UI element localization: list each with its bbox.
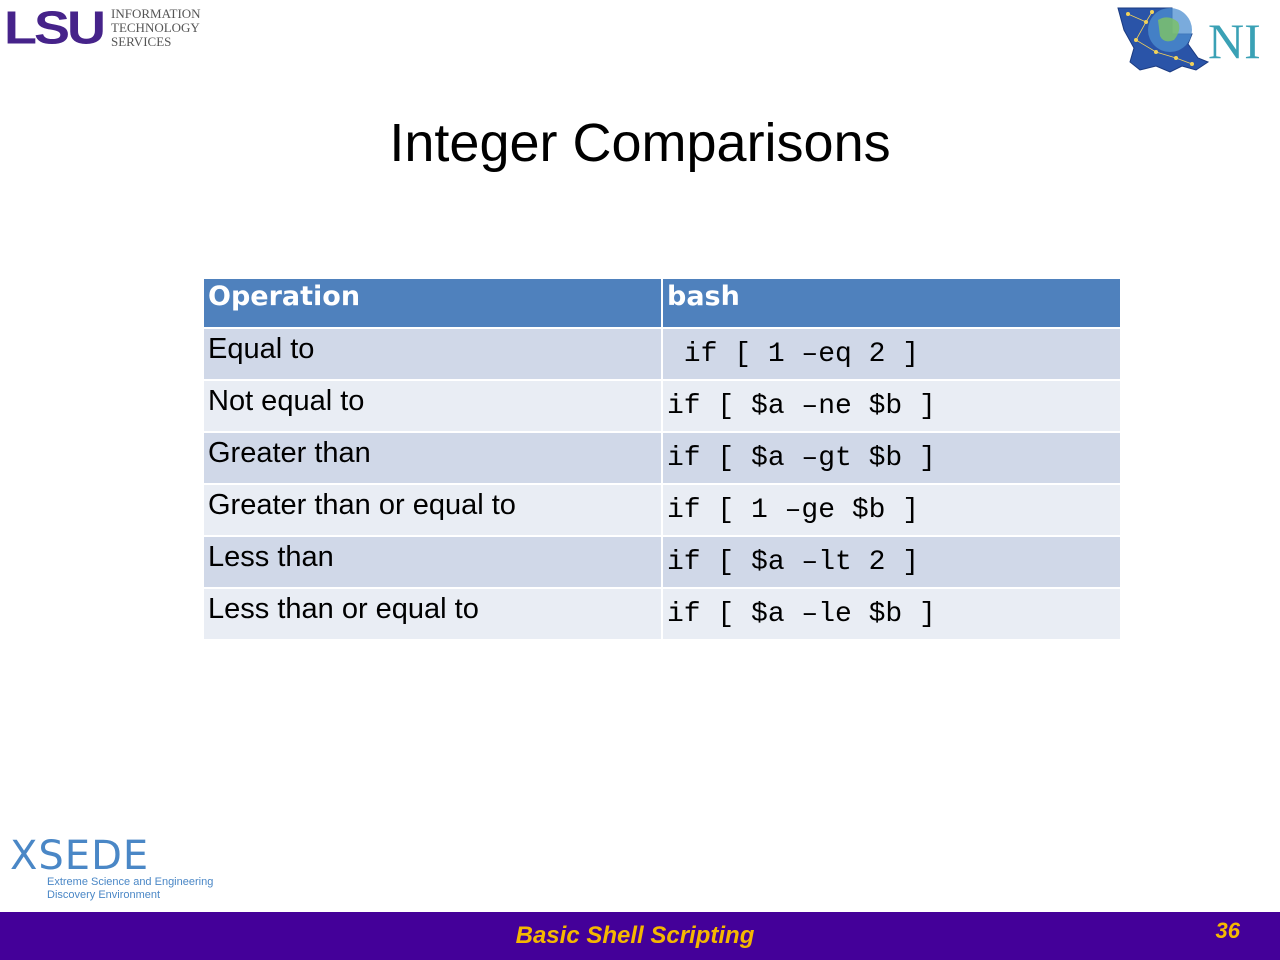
operation-cell: Not equal to [202,379,663,433]
louisiana-map-icon [1117,7,1210,73]
lsu-subtitle-line: INFORMATION [111,6,201,21]
footer-bar: Basic Shell Scripting 36 [0,912,1280,960]
table-row: Less than if [ $a –lt 2 ] [202,535,1122,589]
footer-title: Basic Shell Scripting [515,922,755,949]
bash-cell: if [ 1 –ge $b ] [661,483,1122,537]
xsede-logo: XSEDE Extreme Science and Engineering Di… [10,836,213,902]
xsede-tagline-line: Extreme Science and Engineering [47,876,214,888]
bash-cell: if [ 1 –eq 2 ] [661,327,1122,381]
bash-cell: if [ $a –le $b ] [661,587,1122,641]
lsu-logo-mark: LSU [4,2,106,54]
bash-cell: if [ $a –ne $b ] [661,379,1122,433]
lsu-subtitle-line: SERVICES [111,34,172,49]
xsede-tagline-line: Discovery Environment [47,889,161,901]
operation-cell: Equal to [202,327,663,381]
table-row: Less than or equal to if [ $a –le $b ] [202,587,1122,641]
xsede-tagline: Extreme Science and Engineering Discover… [47,876,213,902]
operation-cell: Greater than [202,431,663,485]
column-header-operation: Operation [202,277,663,329]
table-header-row: Operation bash [202,277,1122,329]
lsu-logo-subtitle: INFORMATION TECHNOLOGY SERVICES [111,7,201,49]
lsu-its-logo: LSU INFORMATION TECHNOLOGY SERVICES [4,4,201,52]
loni-logo-text: NI [1208,13,1261,69]
table-row: Greater than or equal to if [ 1 –ge $b ] [202,483,1122,537]
operation-cell: Less than or equal to [202,587,663,641]
xsede-logo-mark: XSEDE [10,833,150,879]
operation-cell: Greater than or equal to [202,483,663,537]
lsu-subtitle-line: TECHNOLOGY [111,20,200,35]
loni-logo: NI [1117,7,1261,73]
page-number: 36 [1215,918,1240,943]
integer-comparisons-table: Operation bash Equal to if [ 1 –eq 2 ] N… [202,277,1122,641]
table-row: Not equal to if [ $a –ne $b ] [202,379,1122,433]
bash-cell: if [ $a –gt $b ] [661,431,1122,485]
table-row: Equal to if [ 1 –eq 2 ] [202,327,1122,381]
table-row: Greater than if [ $a –gt $b ] [202,431,1122,485]
slide-title: Integer Comparisons [389,113,891,173]
bash-cell: if [ $a –lt 2 ] [661,535,1122,589]
column-header-bash: bash [661,277,1122,329]
operation-cell: Less than [202,535,663,589]
